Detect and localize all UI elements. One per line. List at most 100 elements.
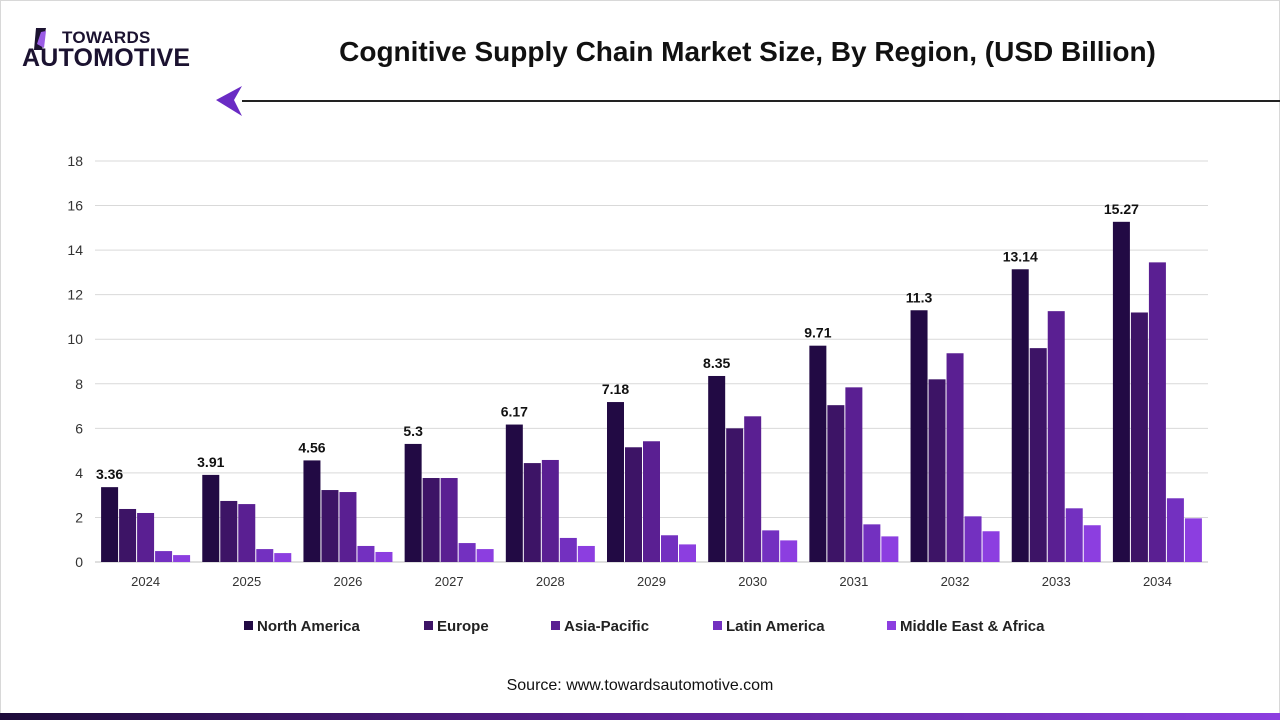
bar-latin-america xyxy=(559,537,577,562)
data-label: 15.27 xyxy=(1104,201,1139,217)
bar-asia-pacific xyxy=(137,512,155,562)
y-tick-label: 10 xyxy=(67,331,83,347)
data-label: 5.3 xyxy=(403,423,423,439)
bar-asia-pacific xyxy=(440,478,458,562)
x-tick-label: 2031 xyxy=(839,574,868,589)
bar-europe xyxy=(422,478,440,562)
bar-asia-pacific xyxy=(744,416,762,562)
bar-europe xyxy=(625,447,642,562)
y-tick-label: 16 xyxy=(67,198,83,214)
x-tick-label: 2029 xyxy=(637,574,666,589)
logo-text-bottom: AUTOMOTIVE xyxy=(22,44,191,72)
data-label: 3.91 xyxy=(197,454,224,470)
legend-swatch xyxy=(244,621,253,630)
bar-north-america xyxy=(1112,221,1130,562)
bar-europe xyxy=(321,490,339,562)
y-tick-label: 12 xyxy=(67,287,83,303)
bar-middle-east-africa xyxy=(1083,525,1101,562)
bar-asia-pacific xyxy=(339,492,357,562)
y-tick-label: 18 xyxy=(67,153,83,169)
bar-middle-east-africa xyxy=(274,553,292,562)
legend-item-label: Latin America xyxy=(726,618,825,635)
y-tick-label: 8 xyxy=(75,376,83,392)
bar-north-america xyxy=(607,402,624,562)
data-label: 4.56 xyxy=(298,439,325,455)
bar-latin-america xyxy=(762,530,780,562)
bar-latin-america xyxy=(661,535,678,562)
bar-europe xyxy=(1130,312,1148,562)
bar-north-america xyxy=(708,375,726,562)
legend-swatch xyxy=(887,621,896,630)
bar-asia-pacific xyxy=(1148,262,1166,562)
x-tick-label: 2033 xyxy=(1042,574,1071,589)
bar-asia-pacific xyxy=(845,387,863,562)
y-tick-label: 14 xyxy=(67,242,83,258)
data-label: 8.35 xyxy=(703,355,730,371)
legend-swatch xyxy=(713,621,722,630)
x-tick-label: 2028 xyxy=(536,574,565,589)
x-tick-label: 2027 xyxy=(435,574,464,589)
bar-asia-pacific xyxy=(1047,311,1065,562)
bar-europe xyxy=(119,508,137,562)
x-tick-label: 2034 xyxy=(1143,574,1172,589)
bar-middle-east-africa xyxy=(881,536,899,562)
bar-north-america xyxy=(202,474,220,562)
y-tick-label: 2 xyxy=(75,509,83,525)
logo-text-top: TOWARDS xyxy=(62,28,151,47)
bar-europe xyxy=(220,500,238,562)
bar-middle-east-africa xyxy=(173,555,191,562)
data-label: 3.36 xyxy=(96,466,123,482)
y-tick-label: 0 xyxy=(75,554,83,570)
bar-europe xyxy=(928,379,946,562)
logo-mark-icon xyxy=(34,28,46,50)
x-tick-label: 2024 xyxy=(131,574,160,589)
bar-middle-east-africa xyxy=(679,544,696,562)
bar-latin-america xyxy=(964,516,982,562)
bar-latin-america xyxy=(458,543,476,562)
bar-middle-east-africa xyxy=(375,551,393,562)
bar-europe xyxy=(827,405,845,562)
bar-middle-east-africa xyxy=(577,545,595,562)
bar-asia-pacific xyxy=(643,441,660,562)
legend-item-label: Asia-Pacific xyxy=(564,618,649,635)
arrow-left-icon xyxy=(216,86,242,116)
bar-asia-pacific xyxy=(946,353,964,562)
title-divider xyxy=(242,100,1280,102)
logo: AUTOMOTIVE TOWARDS xyxy=(20,28,230,72)
bar-middle-east-africa xyxy=(982,531,1000,562)
bar-latin-america xyxy=(1065,508,1083,562)
legend-item-label: North America xyxy=(257,618,360,635)
y-tick-label: 6 xyxy=(75,420,83,436)
legend-swatch xyxy=(424,621,433,630)
bottom-accent-bar xyxy=(0,713,1280,720)
bar-latin-america xyxy=(863,524,881,562)
data-label: 7.18 xyxy=(602,381,629,397)
x-tick-label: 2032 xyxy=(941,574,970,589)
bar-latin-america xyxy=(256,549,274,562)
bar-europe xyxy=(726,428,744,562)
bar-north-america xyxy=(505,424,523,562)
bar-asia-pacific xyxy=(238,504,256,562)
bar-asia-pacific xyxy=(541,459,559,562)
bar-latin-america xyxy=(1166,498,1184,562)
bar-north-america xyxy=(101,487,119,562)
bar-europe xyxy=(523,463,541,562)
x-tick-label: 2025 xyxy=(232,574,261,589)
y-tick-label: 4 xyxy=(75,465,83,481)
page-title: Cognitive Supply Chain Market Size, By R… xyxy=(339,36,1156,67)
bar-north-america xyxy=(910,310,928,562)
bar-latin-america xyxy=(155,551,173,562)
data-label: 9.71 xyxy=(804,325,831,341)
bar-europe xyxy=(1029,348,1047,562)
data-label: 13.14 xyxy=(1003,248,1038,264)
bar-north-america xyxy=(1011,269,1029,562)
bar-north-america xyxy=(809,345,827,562)
bar-north-america xyxy=(303,460,321,562)
legend-item-label: Middle East & Africa xyxy=(900,618,1045,635)
legend-item-label: Europe xyxy=(437,618,489,635)
bar-middle-east-africa xyxy=(476,549,494,562)
data-label: 6.17 xyxy=(501,404,528,420)
data-label: 11.3 xyxy=(906,289,933,305)
legend-swatch xyxy=(551,621,560,630)
